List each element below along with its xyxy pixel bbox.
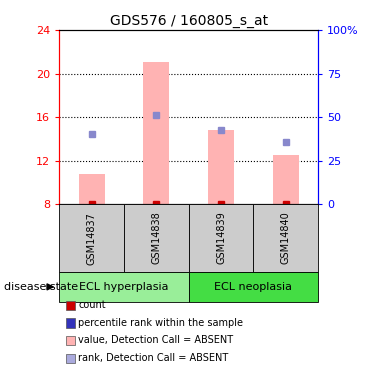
Title: GDS576 / 160805_s_at: GDS576 / 160805_s_at [110,13,268,28]
Bar [273,155,299,204]
Text: GSM14837: GSM14837 [87,211,97,265]
Text: GSM14840: GSM14840 [281,212,291,264]
Bar [144,62,169,204]
Text: percentile rank within the sample: percentile rank within the sample [78,318,243,328]
Text: GSM14839: GSM14839 [216,212,226,264]
Text: ECL neoplasia: ECL neoplasia [215,282,292,292]
Text: value, Detection Call = ABSENT: value, Detection Call = ABSENT [78,336,233,345]
Text: rank, Detection Call = ABSENT: rank, Detection Call = ABSENT [78,353,229,363]
Text: ECL hyperplasia: ECL hyperplasia [79,282,169,292]
Text: GSM14838: GSM14838 [151,212,161,264]
Bar [124,204,189,272]
Text: count: count [78,300,106,310]
Bar [59,272,189,302]
Bar [189,272,318,302]
Bar [189,204,253,272]
Bar [253,204,318,272]
Bar [208,130,234,204]
Text: disease state: disease state [4,282,78,292]
Bar [79,174,105,204]
Bar [59,204,124,272]
